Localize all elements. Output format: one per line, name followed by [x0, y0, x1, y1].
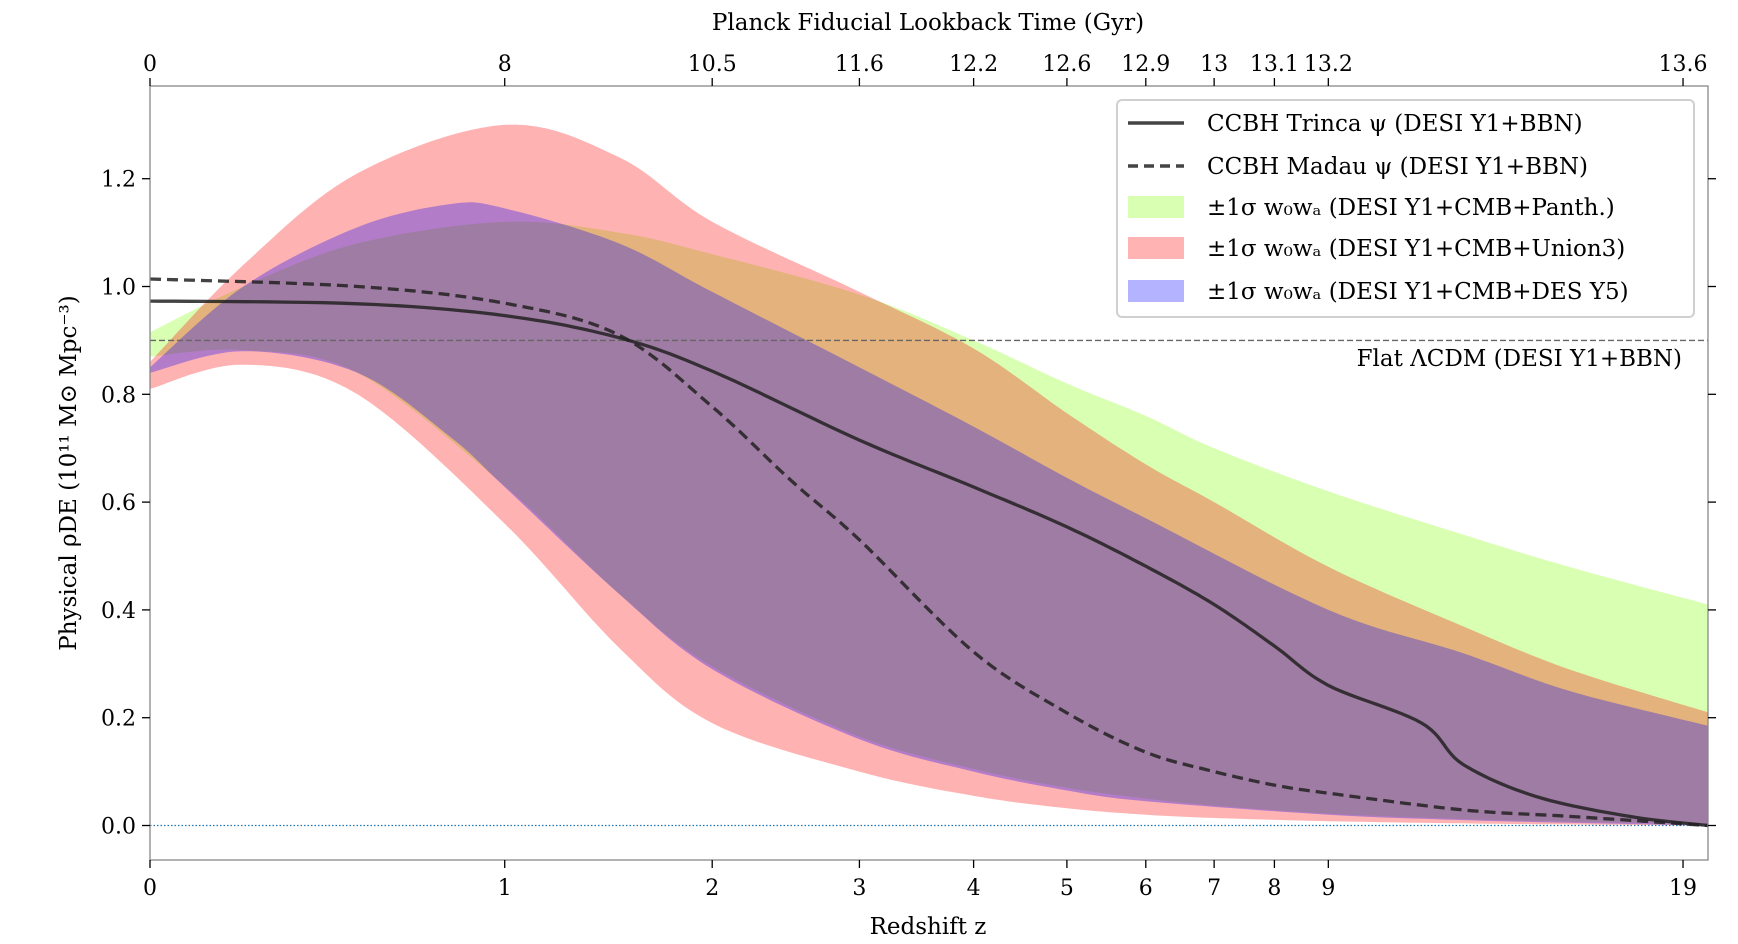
legend-label: CCBH Madau ψ (DESI Y1+BBN): [1207, 154, 1588, 180]
legend-swatch-3: [1128, 237, 1184, 259]
y-tick-label: 0.6: [101, 491, 136, 516]
y-tick-label: 0.8: [101, 383, 136, 408]
legend-label: ±1σ w₀wₐ (DESI Y1+CMB+DES Y5): [1207, 279, 1629, 305]
y-tick-label: 1.0: [101, 276, 136, 301]
top-tick-label: 10.5: [688, 52, 737, 77]
x-tick-label: 2: [705, 876, 719, 901]
x-tick-label: 8: [1267, 876, 1281, 901]
y-tick-label: 1.2: [101, 168, 136, 193]
plot-frame: [149, 85, 1709, 861]
reference-lines: [150, 339, 1708, 827]
madau-line: [149, 277, 1709, 828]
series-lines: [149, 277, 1709, 828]
top-axis-title: Planck Fiducial Lookback Time (Gyr): [712, 10, 1144, 36]
top-tick-label: 12.6: [1042, 52, 1091, 77]
x-tick-label: 0: [143, 876, 157, 901]
top-tick-label: 8: [498, 52, 512, 77]
x-tick-label: 1: [498, 876, 512, 901]
x-tick-label: 19: [1669, 876, 1697, 901]
top-tick-label: 0: [143, 52, 157, 77]
trinca-line: [149, 299, 1709, 828]
top-tick-label: 12.9: [1121, 52, 1170, 77]
x-axis-title: Redshift z: [870, 914, 987, 940]
legend-label: ±1σ w₀wₐ (DESI Y1+CMB+Union3): [1207, 236, 1625, 262]
band-0: [150, 221, 1708, 824]
x-tick-label: 7: [1207, 876, 1221, 901]
x-tick-label: 5: [1060, 876, 1074, 901]
x-tick-label: 3: [852, 876, 866, 901]
legend-swatch-2: [1128, 196, 1184, 218]
legend-swatch-4: [1128, 280, 1184, 302]
lcdm-label: Flat ΛCDM (DESI Y1+BBN): [1357, 346, 1682, 372]
legend-box: [1116, 99, 1695, 318]
y-axis-title: Physical ρDE (10¹¹ M⊙ Mpc⁻³): [56, 295, 82, 650]
y-tick-label: 0.0: [101, 815, 136, 840]
x-tick-label: 6: [1139, 876, 1153, 901]
legend-label: ±1σ w₀wₐ (DESI Y1+CMB+Panth.): [1207, 195, 1615, 221]
x-axis: 0 1 2 3 4 5 6 7 8 9 19: [143, 860, 1697, 901]
legend-label: CCBH Trinca ψ (DESI Y1+BBN): [1207, 111, 1583, 137]
top-tick-label: 13.1: [1250, 52, 1299, 77]
x-tick-label: 4: [967, 876, 981, 901]
y-axis: 0.0 0.2 0.4 0.6 0.8 1.0 1.2: [101, 168, 1716, 840]
band-1: [150, 124, 1708, 826]
top-tick-label: 13.2: [1304, 52, 1353, 77]
top-x-axis: 0 8 10.5 11.6 12.2 12.6 12.9 13 13.1 13.2 13.6: [143, 52, 1708, 86]
band-2: [150, 202, 1708, 826]
y-tick-label: 0.2: [101, 707, 136, 732]
legend: CCBH Trinca ψ (DESI Y1+BBN) CCBH Madau ψ …: [1116, 99, 1695, 318]
x-tick-label: 9: [1321, 876, 1335, 901]
y-tick-label: 0.4: [101, 599, 136, 624]
confidence-bands: [150, 124, 1708, 826]
top-tick-label: 11.6: [835, 52, 884, 77]
top-tick-label: 12.2: [949, 52, 998, 77]
top-tick-label: 13.6: [1659, 52, 1708, 77]
top-tick-label: 13: [1200, 52, 1228, 77]
